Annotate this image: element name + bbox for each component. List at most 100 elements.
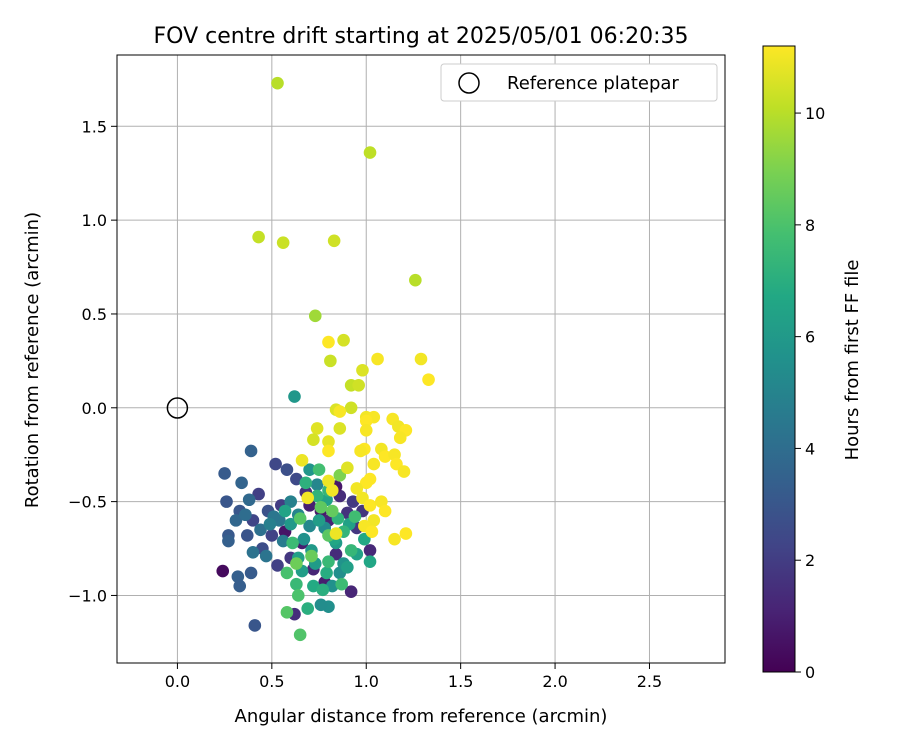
data-point xyxy=(310,422,324,435)
data-point xyxy=(388,448,401,462)
colorbar xyxy=(762,45,796,673)
y-tick-label: 1.5 xyxy=(82,117,107,136)
data-point xyxy=(344,401,358,415)
plot-frame xyxy=(116,54,726,664)
data-point xyxy=(388,532,401,546)
y-tick-label: 0.0 xyxy=(82,399,107,418)
data-point xyxy=(399,527,413,540)
data-point xyxy=(286,536,299,550)
x-tick-label: 2.0 xyxy=(542,672,567,691)
colorbar-tick-label: 2 xyxy=(805,551,815,570)
data-point xyxy=(244,444,258,458)
data-point xyxy=(322,444,335,458)
y-tick-label: −0.5 xyxy=(68,493,107,512)
data-point xyxy=(252,487,265,501)
data-point xyxy=(231,570,245,583)
legend-box xyxy=(440,63,718,102)
data-point xyxy=(269,457,282,471)
data-point xyxy=(344,544,358,557)
data-point xyxy=(356,363,369,377)
data-point xyxy=(290,472,303,486)
data-point xyxy=(325,579,339,593)
data-point xyxy=(335,577,348,591)
y-tick-label: 1.0 xyxy=(82,211,107,230)
data-point xyxy=(299,476,313,490)
data-point xyxy=(252,230,265,244)
data-point xyxy=(280,566,294,580)
data-point xyxy=(393,431,407,445)
data-point xyxy=(290,557,303,570)
data-point xyxy=(276,236,290,249)
data-point xyxy=(244,566,258,580)
chart-title: FOV centre drift starting at 2025/05/01 … xyxy=(154,24,689,49)
data-points xyxy=(216,76,435,642)
data-point xyxy=(310,489,324,503)
data-point xyxy=(216,564,230,578)
x-tick-label: 1.0 xyxy=(354,672,379,691)
data-point xyxy=(337,333,350,347)
data-point xyxy=(341,560,354,574)
data-point xyxy=(218,467,231,480)
colorbar-tick-label: 0 xyxy=(805,663,815,682)
data-point xyxy=(291,589,305,602)
reference-platepar-marker xyxy=(166,397,189,419)
data-point xyxy=(303,519,316,533)
data-point xyxy=(327,234,341,248)
data-point xyxy=(276,534,290,548)
data-point xyxy=(288,390,301,403)
data-point xyxy=(367,457,381,471)
data-point xyxy=(320,566,333,580)
data-point xyxy=(293,512,307,525)
y-tick-label: −1.0 xyxy=(68,586,107,605)
data-point xyxy=(308,309,322,323)
data-point xyxy=(341,461,354,475)
data-point xyxy=(350,482,364,495)
data-point xyxy=(222,534,235,548)
data-point xyxy=(307,433,320,446)
data-point xyxy=(263,517,277,531)
data-point xyxy=(235,476,248,490)
x-tick-label: 0.0 xyxy=(165,672,190,691)
data-point xyxy=(329,527,343,540)
data-point xyxy=(305,549,318,563)
data-point xyxy=(284,495,298,508)
legend: Reference platepar xyxy=(440,63,718,102)
x-axis-ticks: 0.0 0.5 1.0 1.5 2.0 2.5 xyxy=(165,663,662,691)
data-point xyxy=(363,146,377,159)
data-point xyxy=(280,463,294,477)
data-point xyxy=(363,555,377,568)
data-point xyxy=(324,354,337,368)
data-point xyxy=(259,549,273,563)
data-point xyxy=(359,424,373,437)
data-point xyxy=(378,450,392,463)
data-point xyxy=(293,628,307,642)
x-tick-label: 1.5 xyxy=(448,672,473,691)
data-point xyxy=(312,463,326,477)
data-point xyxy=(233,579,247,593)
colorbar-tick-label: 6 xyxy=(805,328,815,347)
x-tick-label: 2.5 xyxy=(637,672,662,691)
data-point xyxy=(344,585,358,598)
data-point xyxy=(220,495,233,508)
data-point xyxy=(322,435,335,448)
data-point xyxy=(378,504,392,518)
data-point xyxy=(301,491,315,505)
y-axis-ticks: 1.5 1.0 0.5 0.0 −0.5 −1.0 xyxy=(68,117,117,605)
data-point xyxy=(254,523,267,537)
colorbar-tick-label: 8 xyxy=(805,216,815,235)
data-point xyxy=(229,514,243,527)
data-point xyxy=(246,545,260,559)
data-point xyxy=(314,500,328,514)
colorbar-tick-label: 10 xyxy=(805,104,825,123)
data-point xyxy=(239,508,252,522)
y-axis-label: Rotation from reference (arcmin) xyxy=(22,212,43,508)
data-point xyxy=(242,493,256,507)
data-point xyxy=(359,476,373,490)
data-point xyxy=(278,504,292,518)
data-point xyxy=(316,583,330,597)
data-point xyxy=(322,555,335,568)
data-point xyxy=(265,529,279,542)
data-point xyxy=(367,514,381,527)
data-point xyxy=(333,422,347,435)
